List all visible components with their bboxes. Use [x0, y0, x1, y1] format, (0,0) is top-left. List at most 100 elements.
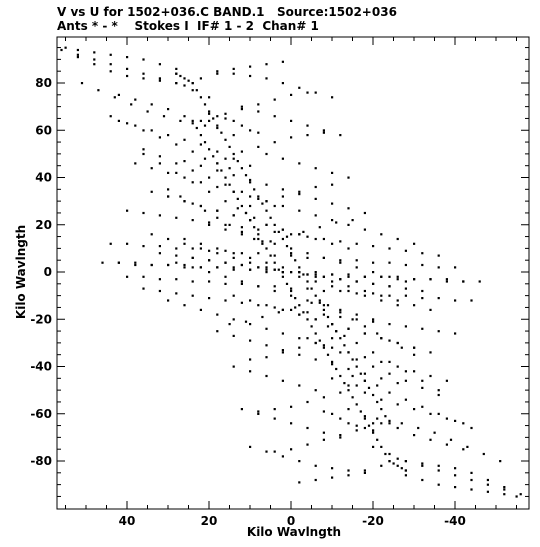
uv-point	[363, 471, 366, 474]
uv-point	[249, 268, 252, 271]
uv-point	[363, 426, 366, 430]
uv-point	[306, 91, 309, 94]
uv-point	[224, 228, 227, 231]
uv-point	[183, 84, 186, 87]
uv-point	[339, 434, 342, 437]
uv-point	[228, 145, 231, 148]
uv-point	[396, 464, 399, 467]
uv-point	[445, 379, 448, 382]
uv-point	[306, 252, 309, 255]
uv-point	[290, 136, 293, 139]
uv-point	[355, 365, 358, 368]
uv-point	[97, 89, 100, 92]
uv-point	[191, 82, 194, 85]
uv-point	[290, 233, 293, 236]
uv-point	[208, 221, 211, 224]
uv-point	[294, 259, 297, 262]
uv-point	[216, 169, 219, 172]
uv-point	[216, 185, 219, 189]
uv-point	[314, 478, 317, 482]
uv-point	[281, 349, 284, 352]
uv-point	[326, 304, 330, 307]
uv-point	[158, 252, 161, 255]
uv-point	[265, 266, 268, 269]
uv-point	[404, 370, 407, 373]
uv-point	[281, 228, 284, 231]
uv-point	[76, 48, 79, 52]
uv-point	[355, 358, 358, 361]
uv-point	[437, 330, 440, 333]
uv-point	[265, 374, 268, 378]
uv-point	[216, 330, 219, 333]
uv-point	[421, 379, 424, 382]
uv-point	[232, 214, 235, 217]
uv-point	[298, 353, 301, 356]
uv-point	[339, 436, 342, 439]
uv-point	[281, 204, 284, 208]
y-tick-label: -80	[30, 454, 52, 468]
uv-point	[240, 108, 243, 111]
uv-point	[216, 124, 219, 127]
uv-point	[142, 245, 145, 248]
uv-point	[228, 183, 231, 186]
uv-point	[363, 275, 366, 278]
uv-point	[454, 486, 457, 489]
uv-point	[232, 67, 235, 70]
uv-point	[199, 134, 202, 137]
uv-point	[306, 287, 309, 290]
uv-point	[265, 183, 268, 186]
uv-point	[216, 162, 219, 165]
uv-point	[257, 197, 260, 200]
uv-point	[179, 119, 182, 122]
uv-point	[322, 237, 325, 241]
uv-point	[224, 275, 227, 278]
uv-point	[281, 271, 284, 274]
uv-point	[306, 235, 309, 238]
uv-point	[290, 271, 293, 274]
uv-point	[331, 467, 334, 470]
uv-point	[142, 275, 145, 278]
uv-point	[191, 202, 194, 205]
uv-point	[212, 155, 215, 158]
uv-point	[322, 308, 325, 311]
uv-point	[290, 254, 293, 257]
uv-point	[351, 219, 354, 222]
uv-point	[331, 171, 334, 174]
uv-point	[273, 285, 276, 288]
uv-point	[281, 275, 284, 278]
uv-point	[240, 263, 243, 267]
uv-point	[322, 344, 325, 347]
uv-point	[249, 358, 252, 361]
uv-point	[400, 422, 403, 425]
uv-point	[265, 200, 268, 203]
uv-point	[339, 337, 342, 340]
uv-point	[388, 339, 391, 342]
uv-point	[249, 339, 252, 342]
uv-point	[126, 67, 129, 70]
uv-point	[261, 202, 264, 205]
uv-point	[376, 332, 379, 335]
uv-point	[437, 469, 440, 472]
uv-point	[421, 405, 424, 408]
uv-point	[380, 408, 383, 411]
uv-point	[216, 209, 219, 212]
uv-point	[290, 422, 293, 425]
uv-point	[339, 374, 342, 378]
uv-point	[331, 183, 334, 186]
uv-point	[183, 176, 186, 179]
uv-point	[355, 318, 358, 321]
uv-point	[281, 188, 284, 191]
uv-point	[331, 377, 334, 380]
uv-point	[376, 384, 379, 387]
uv-point	[322, 396, 325, 399]
uv-point	[367, 386, 371, 389]
uv-point	[486, 490, 489, 493]
uv-point	[355, 384, 358, 387]
uv-point	[462, 448, 465, 451]
uv-point	[175, 254, 178, 257]
uv-point	[216, 70, 219, 73]
uv-point	[142, 287, 145, 290]
uv-point	[322, 438, 325, 441]
uv-point	[396, 275, 399, 278]
uv-point	[331, 412, 334, 415]
